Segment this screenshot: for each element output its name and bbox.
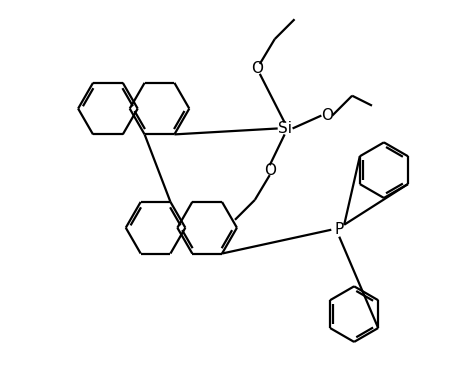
Text: Si: Si bbox=[278, 121, 292, 136]
Text: O: O bbox=[251, 61, 263, 76]
Text: O: O bbox=[322, 108, 333, 123]
Text: O: O bbox=[264, 162, 276, 177]
Text: P: P bbox=[335, 222, 344, 237]
